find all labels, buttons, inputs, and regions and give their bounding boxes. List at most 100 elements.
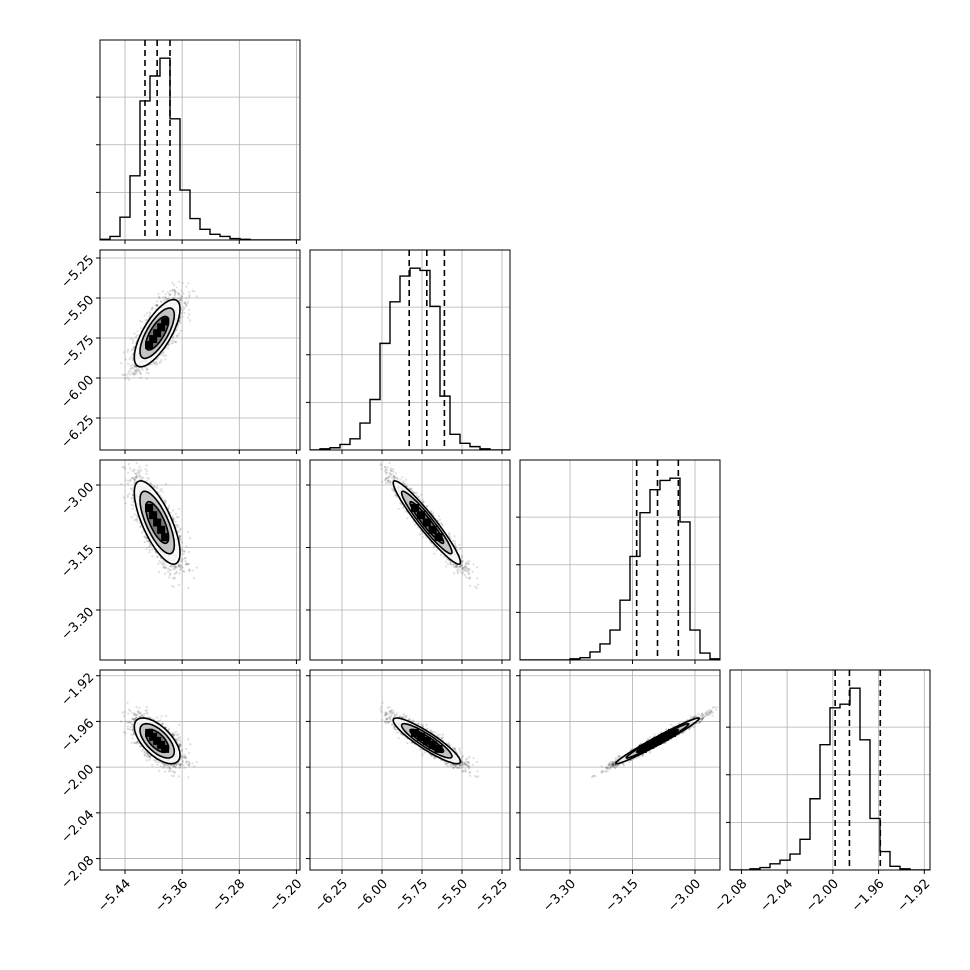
panel-frame	[309, 249, 511, 451]
sample-point	[156, 300, 159, 303]
sample-point	[184, 560, 187, 563]
sample-point	[133, 365, 136, 368]
sample-point	[191, 289, 194, 292]
sample-point	[179, 564, 182, 567]
sample-point	[157, 571, 161, 574]
sample-point	[394, 476, 397, 479]
sample-point	[384, 465, 387, 469]
sample-point	[155, 361, 158, 364]
density-core	[145, 503, 154, 512]
sample-point	[132, 339, 135, 342]
sample-point	[138, 522, 141, 525]
sample-point	[188, 570, 191, 573]
sample-point	[463, 569, 466, 572]
sample-point	[451, 540, 454, 543]
sample-point	[125, 373, 128, 376]
panel-2-0: −3.30−3.15−3.00	[59, 452, 301, 664]
sample-point	[156, 304, 159, 307]
sample-point	[144, 319, 147, 322]
sample-point	[432, 546, 436, 549]
sample-point	[164, 500, 167, 503]
sample-point	[455, 564, 458, 567]
sample-point	[448, 533, 451, 536]
sample-point	[175, 329, 178, 332]
sample-point	[188, 562, 191, 566]
sample-point	[129, 370, 132, 373]
sample-point	[175, 286, 178, 289]
sample-point	[164, 502, 167, 505]
sample-point	[164, 296, 167, 299]
sample-point	[441, 524, 444, 527]
sample-point	[126, 482, 130, 485]
histogram-1	[310, 267, 510, 450]
sample-point	[123, 373, 126, 376]
sample-point	[136, 334, 139, 337]
sample-point	[136, 516, 139, 519]
sample-point	[193, 577, 196, 580]
sample-point	[180, 294, 183, 297]
sample-point	[156, 555, 159, 558]
density-core	[149, 335, 158, 344]
sample-point	[144, 537, 147, 540]
sample-point	[157, 356, 160, 359]
sample-point	[185, 563, 188, 566]
sample-point	[146, 368, 149, 371]
sample-point	[179, 298, 182, 301]
sample-point	[127, 370, 130, 373]
sample-point	[132, 372, 135, 375]
y-tick-label: −5.25	[59, 253, 98, 292]
sample-point	[126, 452, 128, 454]
sample-point	[174, 290, 177, 293]
sample-point	[131, 367, 134, 370]
sample-point	[127, 378, 131, 381]
sample-point	[169, 572, 172, 575]
sample-point	[179, 329, 182, 332]
sample-point	[138, 473, 141, 476]
sample-point	[174, 292, 177, 295]
sample-point	[170, 342, 173, 345]
sample-point	[162, 299, 165, 302]
sample-point	[148, 311, 151, 314]
sample-point	[188, 291, 191, 294]
sample-point	[130, 366, 134, 370]
sample-point	[166, 567, 169, 570]
sample-point	[124, 502, 127, 505]
sample-point	[179, 528, 182, 531]
sample-point	[458, 565, 462, 569]
sample-point	[162, 565, 165, 568]
sample-point	[136, 520, 139, 523]
sample-point	[172, 568, 175, 571]
sample-point	[158, 361, 161, 365]
sample-point	[163, 561, 166, 564]
sample-point	[164, 566, 167, 570]
sample-point	[186, 300, 189, 303]
sample-point	[185, 305, 188, 308]
sample-point	[171, 339, 174, 342]
sample-point	[162, 566, 165, 570]
sample-point	[173, 289, 176, 292]
sample-point	[168, 342, 171, 345]
sample-point	[176, 326, 179, 330]
sample-point	[145, 371, 148, 374]
sample-point	[133, 368, 136, 371]
sample-point	[172, 283, 176, 286]
sample-point	[193, 290, 196, 293]
sample-point	[139, 376, 142, 379]
sample-point	[170, 584, 174, 588]
sample-point	[173, 572, 176, 576]
sample-point	[178, 292, 181, 296]
sample-point	[162, 352, 165, 355]
sample-point	[176, 297, 179, 300]
sample-point	[133, 469, 136, 472]
sample-point	[447, 532, 451, 535]
sample-point	[168, 568, 171, 571]
sample-point	[183, 302, 187, 305]
sample-point	[160, 300, 163, 304]
sample-point	[131, 353, 135, 356]
sample-point	[136, 330, 139, 333]
sample-point	[164, 499, 167, 502]
sample-point	[146, 540, 149, 543]
sample-point	[155, 362, 158, 365]
sample-point	[159, 489, 162, 492]
sample-point	[172, 296, 175, 300]
